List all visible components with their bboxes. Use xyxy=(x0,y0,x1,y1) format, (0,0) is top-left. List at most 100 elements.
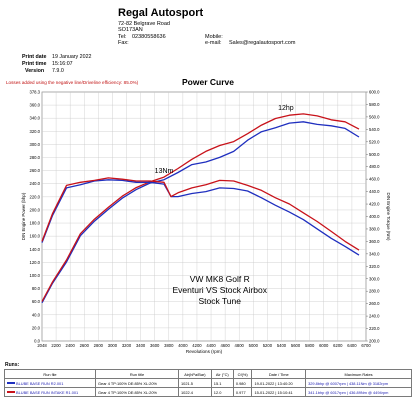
power-curve-chart: 2048 2200 2400 2600 2800 3000 3200 3400 3600 3800… xyxy=(21,90,391,355)
x-tick-label: 3600 xyxy=(150,343,160,348)
air-temp-cell: 15.1 xyxy=(210,378,234,388)
col-run-file: Run file xyxy=(4,369,96,379)
x-tick-label: 6200 xyxy=(333,343,343,348)
x-tick-label: 4600 xyxy=(220,343,230,348)
y-left-tick-label: 280.0 xyxy=(30,155,41,160)
x-tick-label: 5000 xyxy=(249,343,259,348)
cf-cell: 0.977 xyxy=(232,387,253,397)
y-right-tick-label: 540.0 xyxy=(369,127,380,132)
y-left-tick-label: 300.0 xyxy=(30,142,41,147)
y-right-tick-label: 340.0 xyxy=(369,251,380,256)
x-tick-label: 3200 xyxy=(122,343,132,348)
run-title-cell: Gear 4 TP:100% DE:85% XL:20% xyxy=(95,378,179,388)
y-right-tick-label: 400.0 xyxy=(369,214,380,219)
max-rates-cell: 329.8bhp @ 6007rpm | 438.11Nm @ 3182rpm xyxy=(305,378,412,388)
x-tick-label: 5400 xyxy=(277,343,287,348)
x-tick-label: 2600 xyxy=(80,343,90,348)
y-left-tick-label: 220.0 xyxy=(30,194,41,199)
y-right-tick-label: 420.0 xyxy=(369,202,380,207)
y-right-tick-label: 220.0 xyxy=(369,326,380,331)
table-row[interactable]: BLUBE BASE RUN INTAKE R1.001 Gear 4 TP:1… xyxy=(4,387,412,397)
overlay-text-line: Eventuri VS Stock Airbox xyxy=(172,285,267,295)
series-color-swatch xyxy=(7,382,15,385)
y-left-tick-label: 140.0 xyxy=(30,247,41,252)
x-tick-label: 2400 xyxy=(66,343,76,348)
x-tick-label: 5200 xyxy=(263,343,273,348)
print-date-label: Print date xyxy=(22,54,47,60)
x-tick-label: 6000 xyxy=(319,343,329,348)
y-left-tick-label: 40.0 xyxy=(32,312,41,317)
y-right-tick-label: 280.0 xyxy=(369,289,380,294)
y-left-tick-label: 240.0 xyxy=(30,181,41,186)
email-label: e-mail: xyxy=(205,40,222,46)
col-air-pressure: Air(hPa/Bar) xyxy=(178,369,212,379)
y-right-tick-label: 260.0 xyxy=(369,301,380,306)
x-tick-label: 6400 xyxy=(347,343,357,348)
air-pressure-cell: 1021.5 xyxy=(178,378,212,388)
air-temp-cell: 12.0 xyxy=(210,387,234,397)
y-right-tick-label: 200.0 xyxy=(369,339,380,344)
x-tick-label: 4200 xyxy=(192,343,202,348)
series-color-swatch xyxy=(7,391,15,394)
print-date-value: 19 January 2022 xyxy=(52,54,92,60)
version-value: 7.9.0 xyxy=(52,68,64,74)
y-right-tick-label: 580.0 xyxy=(369,102,380,107)
y-right-tick-label: 360.0 xyxy=(369,239,380,244)
run-file-cell: BLUBE BASE RUN R2.001 xyxy=(4,378,96,388)
x-tick-label: 6700 xyxy=(361,343,371,348)
table-row[interactable]: BLUBE BASE RUN R2.001 Gear 4 TP:100% DE:… xyxy=(4,378,412,388)
overlay-text-line: Stock Tune xyxy=(198,296,241,306)
date-time-cell: 15-01-2022 | 15:10:41 xyxy=(251,387,307,397)
series-line-power-blue xyxy=(41,121,360,304)
company-name: Regal Autosport xyxy=(118,7,204,19)
annotation-12hp: 12hp xyxy=(278,105,294,112)
col-air-temp: Air (°C) xyxy=(210,369,234,379)
fax-label: Fax: xyxy=(118,40,129,46)
address-line-1: 72-82 Belgrave Road xyxy=(118,21,170,27)
y-left-axis-label: DIN Engine Power (bhp) xyxy=(21,192,26,240)
y-right-tick-label: 300.0 xyxy=(369,276,380,281)
runs-label: Runs: xyxy=(5,362,20,368)
y-right-tick-label: 240.0 xyxy=(369,314,380,319)
y-left-tick-label: 200.0 xyxy=(30,207,41,212)
cf-cell: 0.980 xyxy=(232,378,253,388)
y-right-tick-label: 600.0 xyxy=(369,90,380,95)
y-left-tick-label: 60.0 xyxy=(32,299,41,304)
series-line-torque-red xyxy=(41,177,360,251)
y-right-tick-label: 500.0 xyxy=(369,152,380,157)
y-right-tick-label: 320.0 xyxy=(369,264,380,269)
print-time-label: Print time xyxy=(22,61,47,67)
x-tick-label: 2048 xyxy=(37,343,47,348)
y-left-tick-label: 340.0 xyxy=(30,116,41,121)
address-line-2: SO173AN xyxy=(118,27,143,33)
mobile-label: Mobile: xyxy=(205,34,223,40)
x-tick-label: 5600 xyxy=(291,343,301,348)
y-right-axis-label: DIN Engine Torque (Nm) xyxy=(386,193,391,242)
x-tick-label: 5800 xyxy=(305,343,315,348)
y-left-tick-label: 0.0 xyxy=(34,339,40,344)
col-date-time: Date / Time xyxy=(251,369,307,379)
series-line-power-red xyxy=(41,113,360,302)
run-title-cell: Gear 4 TP:100% DE:85% XL:20% xyxy=(95,387,179,397)
y-left-tick-label: 320.0 xyxy=(30,129,41,134)
x-tick-label: 4000 xyxy=(178,343,188,348)
version-label: Version xyxy=(25,68,45,74)
x-tick-label: 3800 xyxy=(164,343,174,348)
run-file-cell: BLUBE BASE RUN INTAKE R1.001 xyxy=(4,387,96,397)
col-cf: Cf(%) xyxy=(232,369,253,379)
y-right-tick-label: 460.0 xyxy=(369,177,380,182)
tel-value: 02380558636 xyxy=(132,34,166,40)
x-axis-label: Revolutions (rpm) xyxy=(186,349,223,354)
x-tick-label: 3000 xyxy=(108,343,118,348)
col-run-title: Run title xyxy=(95,369,179,379)
date-time-cell: 19-01-2022 | 13:40:20 xyxy=(251,378,307,388)
y-left-tick-label: 100.0 xyxy=(30,273,41,278)
x-tick-label: 4400 xyxy=(206,343,216,348)
y-left-tick-label: 80.0 xyxy=(32,286,41,291)
y-right-tick-label: 480.0 xyxy=(369,164,380,169)
runs-header-row: Run file Run title Air(hPa/Bar) Air (°C)… xyxy=(4,369,412,379)
chart-title: Power Curve xyxy=(182,77,234,87)
y-right-tick-label: 380.0 xyxy=(369,226,380,231)
y-left-tick-label: 120.0 xyxy=(30,260,41,265)
y-right-tick-label: 440.0 xyxy=(369,189,380,194)
